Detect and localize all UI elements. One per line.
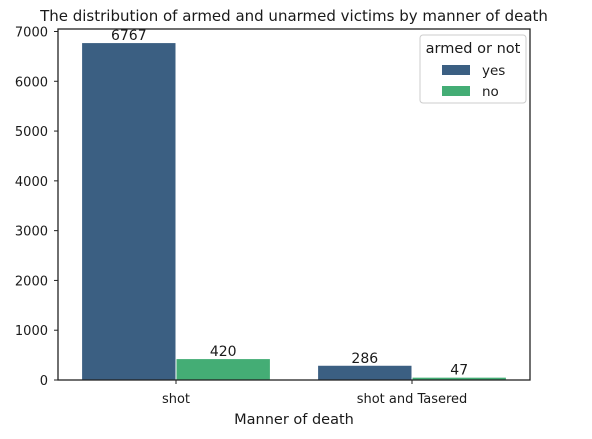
legend-swatch-yes bbox=[442, 65, 470, 75]
legend-title: armed or not bbox=[426, 41, 521, 57]
data-label: 420 bbox=[210, 344, 237, 360]
y-tick-label: 1000 bbox=[15, 324, 48, 339]
data-label: 6767 bbox=[111, 28, 147, 44]
data-label: 47 bbox=[450, 363, 468, 379]
bars bbox=[82, 43, 506, 381]
data-labels: 6767 420 286 47 bbox=[111, 28, 468, 379]
y-axis-ticks: 0 1000 2000 3000 4000 5000 6000 7000 bbox=[15, 25, 58, 389]
x-tick-label: shot and Tasered bbox=[357, 392, 468, 407]
legend-items: yes no bbox=[442, 63, 505, 100]
x-tick-label: shot bbox=[162, 392, 190, 407]
x-axis-ticks: shot shot and Tasered bbox=[162, 380, 467, 407]
legend-label-yes: yes bbox=[482, 63, 505, 79]
y-tick-label: 5000 bbox=[15, 125, 48, 140]
bar-yes-0 bbox=[82, 43, 176, 381]
legend: armed or not yes no bbox=[419, 34, 527, 104]
bar-no-0 bbox=[176, 359, 270, 380]
bar-no-1 bbox=[412, 377, 506, 380]
y-tick-label: 0 bbox=[40, 374, 48, 389]
y-tick-label: 6000 bbox=[15, 75, 48, 90]
plot-frame bbox=[57, 28, 531, 381]
legend-swatch-no bbox=[442, 86, 470, 96]
y-tick-label: 4000 bbox=[15, 175, 48, 190]
y-tick-label: 7000 bbox=[15, 25, 48, 40]
data-label: 286 bbox=[351, 351, 378, 367]
x-axis-label: Manner of death bbox=[234, 412, 354, 428]
chart-title: The distribution of armed and unarmed vi… bbox=[39, 7, 548, 25]
y-tick-label: 2000 bbox=[15, 274, 48, 289]
legend-label-no: no bbox=[482, 84, 499, 100]
bar-yes-1 bbox=[318, 365, 412, 380]
y-tick-label: 3000 bbox=[15, 225, 48, 240]
